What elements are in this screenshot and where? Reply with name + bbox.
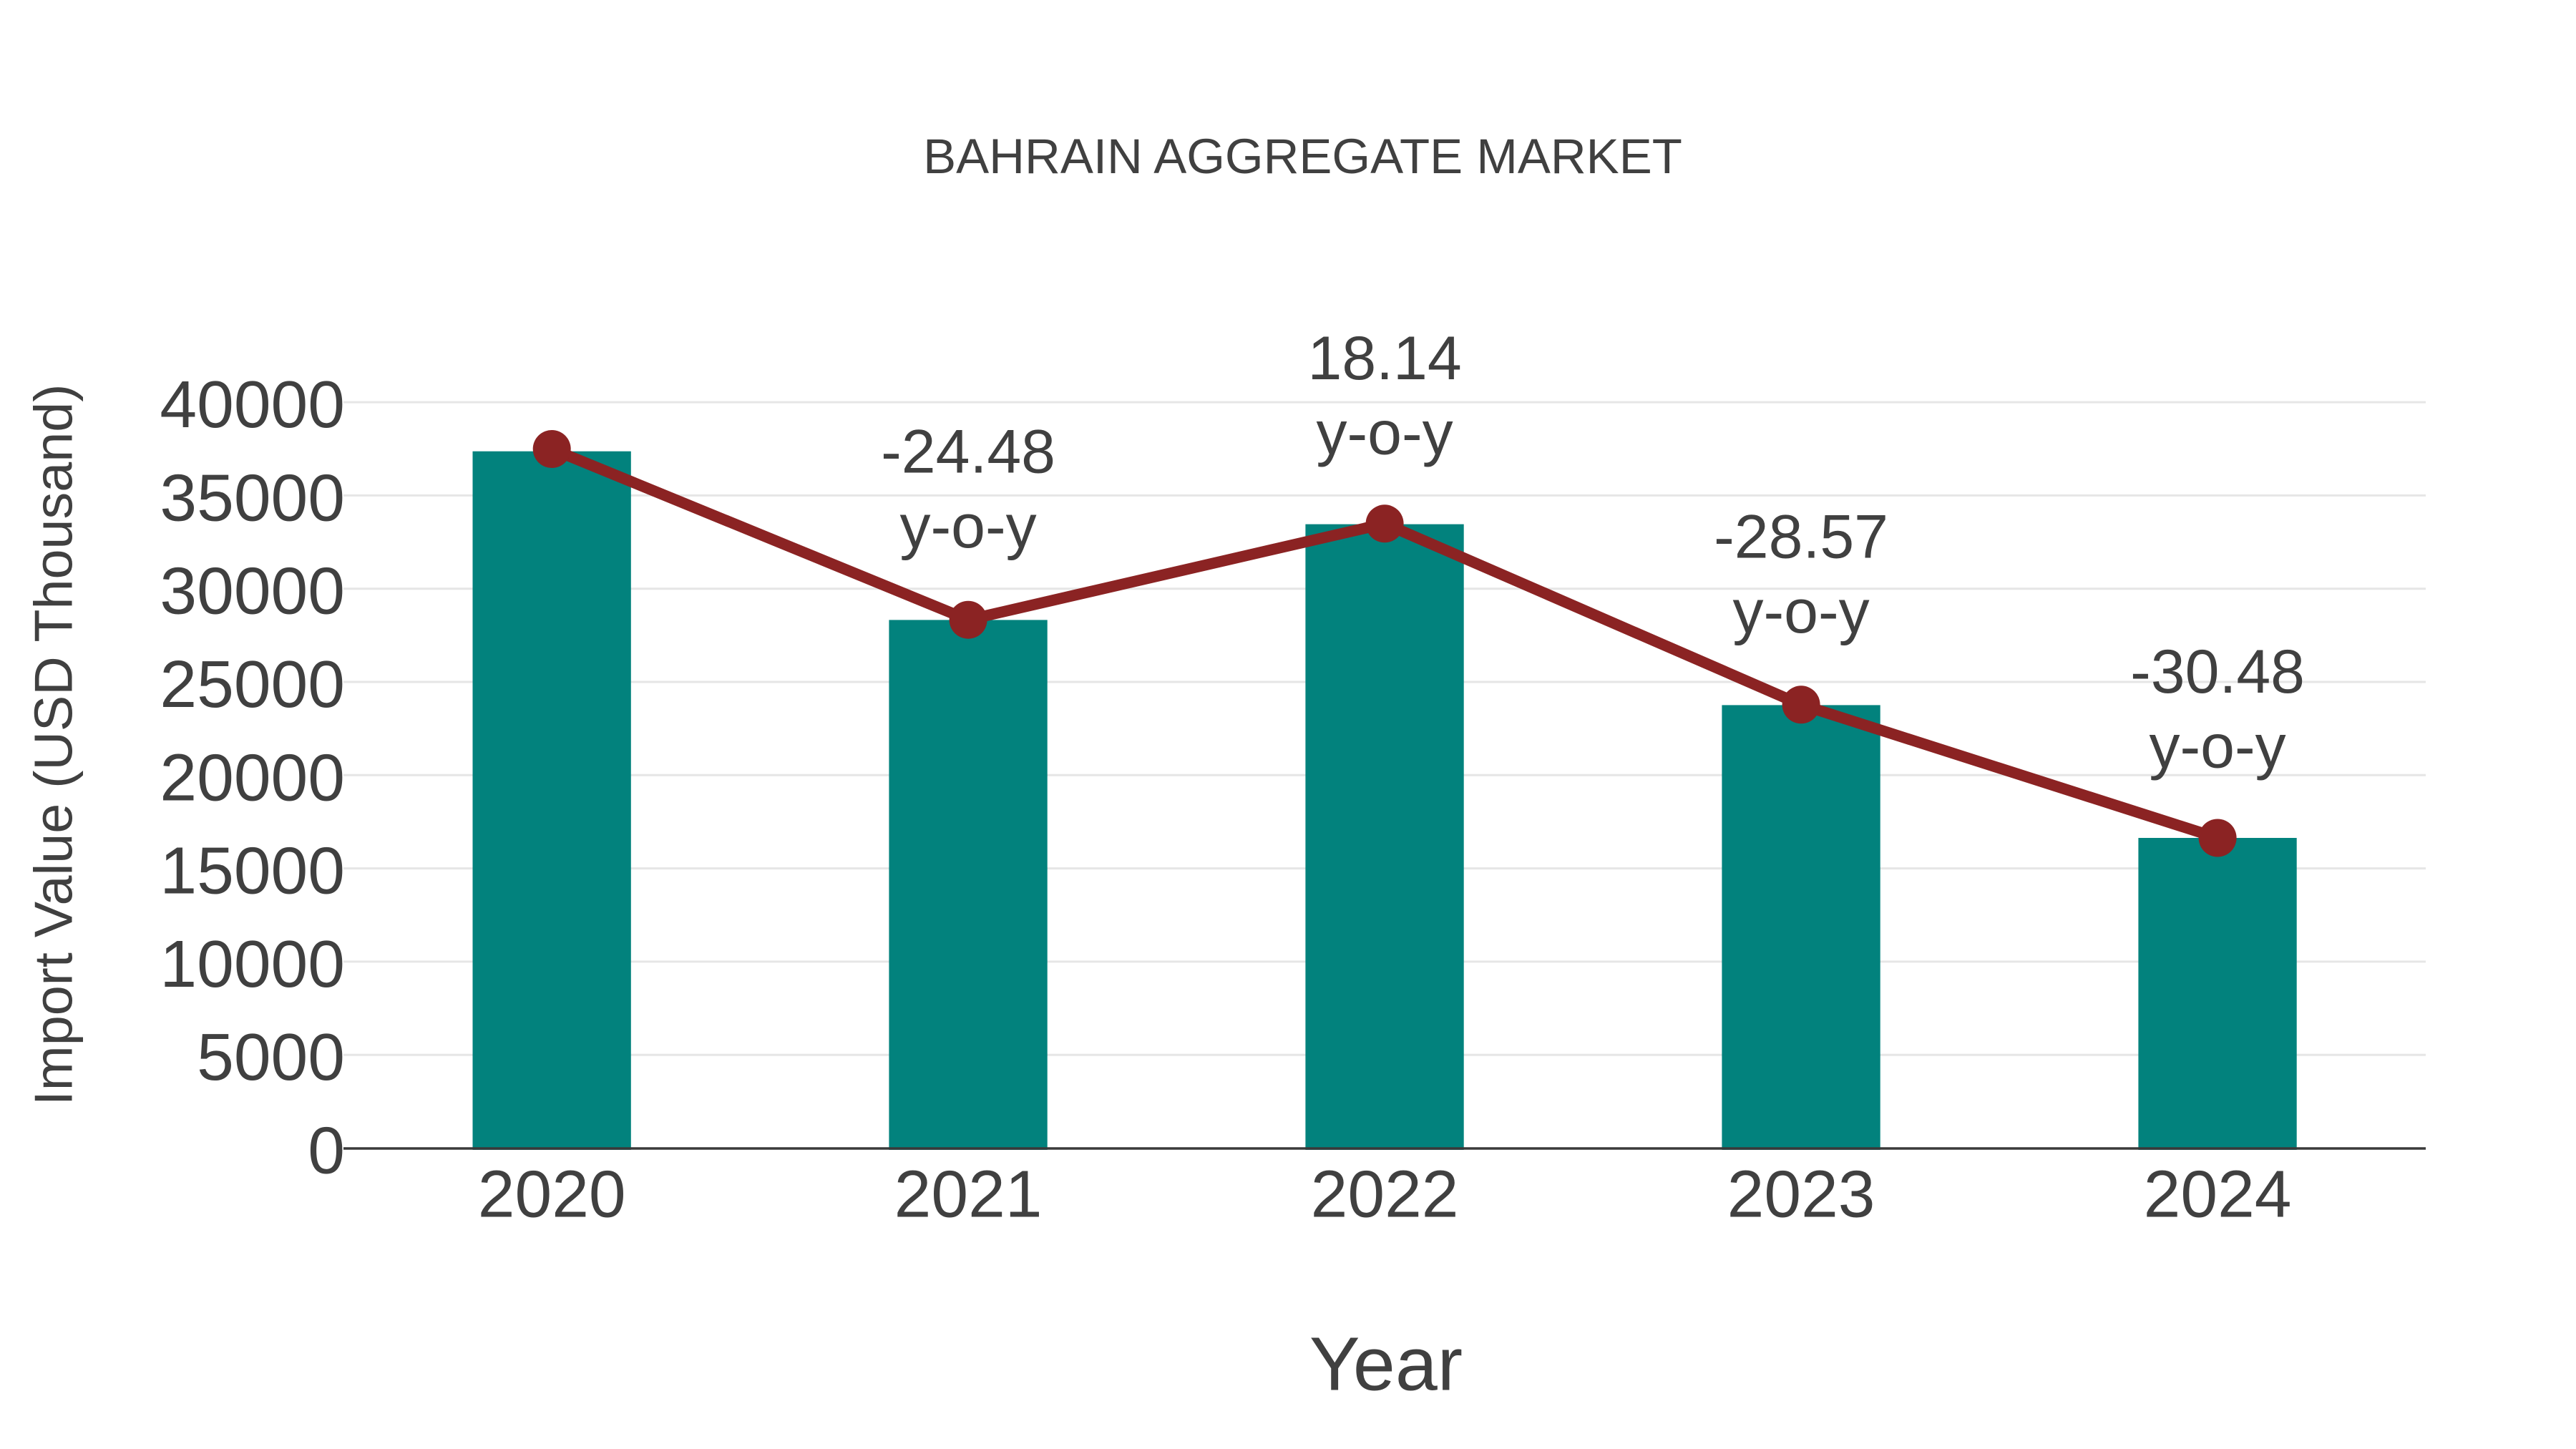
svg-text:-24.48: -24.48 <box>881 418 1055 487</box>
svg-text:Year: Year <box>1309 1322 1463 1407</box>
svg-text:2020: 2020 <box>478 1156 626 1231</box>
svg-text:0: 0 <box>308 1113 345 1188</box>
svg-text:15000: 15000 <box>160 834 345 908</box>
svg-text:5000: 5000 <box>197 1020 345 1094</box>
svg-text:-28.57: -28.57 <box>1714 503 1888 572</box>
svg-text:y-o-y: y-o-y <box>2150 713 2286 781</box>
svg-text:2023: 2023 <box>1727 1156 1875 1231</box>
svg-text:2021: 2021 <box>894 1156 1043 1231</box>
svg-text:40000: 40000 <box>160 367 345 441</box>
svg-text:BAHRAIN AGGREGATE MARKET: BAHRAIN AGGREGATE MARKET <box>923 129 1682 184</box>
svg-text:30000: 30000 <box>160 554 345 628</box>
svg-text:2022: 2022 <box>1311 1156 1459 1231</box>
svg-text:y-o-y: y-o-y <box>1317 399 1453 468</box>
svg-text:18.14: 18.14 <box>1307 324 1461 393</box>
svg-text:2024: 2024 <box>2144 1156 2292 1231</box>
svg-text:-30.48: -30.48 <box>2130 638 2305 706</box>
svg-text:35000: 35000 <box>160 460 345 535</box>
svg-text:y-o-y: y-o-y <box>900 492 1037 561</box>
svg-text:10000: 10000 <box>160 927 345 1001</box>
svg-text:25000: 25000 <box>160 647 345 721</box>
svg-text:Import Value (USD Thousand): Import Value (USD Thousand) <box>24 384 84 1106</box>
svg-text:20000: 20000 <box>160 740 345 814</box>
svg-text:y-o-y: y-o-y <box>1733 577 1870 646</box>
